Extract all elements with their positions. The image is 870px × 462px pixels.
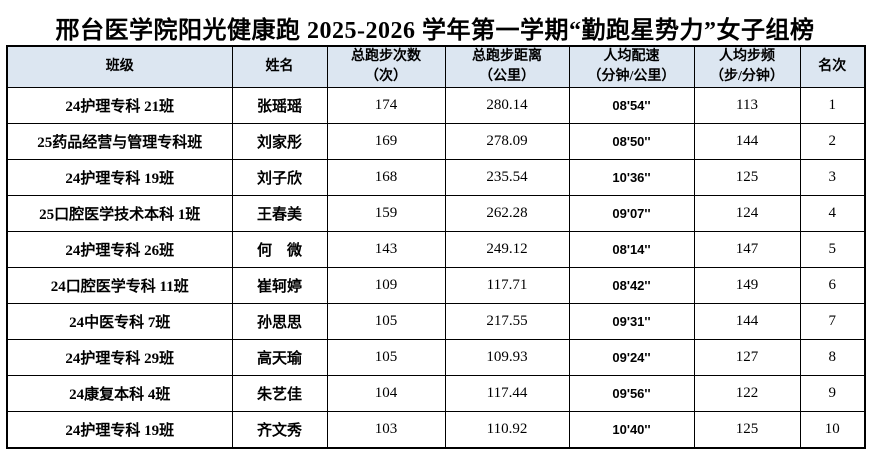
table-row: 24康复本科 4班 朱艺佳 104 117.44 09'56'' 122 9 [6,375,866,412]
cell-distance: 262.28 [444,195,570,232]
cell-cadence: 144 [693,303,801,340]
table-row: 24护理专科 29班 高天瑜 105 109.93 09'24'' 127 8 [6,339,866,376]
cell-pace: 09'56'' [568,375,695,412]
cell-rank: 5 [799,231,866,268]
column-header-class: 班级 [6,45,233,88]
column-header-name: 姓名 [231,45,328,88]
column-header-distance: 总跑步距离 （公里） [444,45,570,88]
cell-name: 朱艺佳 [231,375,328,412]
cell-name: 王春美 [231,195,328,232]
cell-distance: 109.93 [444,339,570,376]
cell-distance: 278.09 [444,123,570,160]
cell-rank: 3 [799,159,866,196]
cell-name: 张瑶瑶 [231,87,328,124]
cell-cadence: 122 [693,375,801,412]
cell-class_name: 24护理专科 21班 [6,87,233,124]
cell-class_name: 25口腔医学技术本科 1班 [6,195,233,232]
cell-distance: 217.55 [444,303,570,340]
table-row: 24护理专科 19班 刘子欣 168 235.54 10'36'' 125 3 [6,159,866,196]
table-row: 24护理专科 26班何 微 143 249.12 08'14'' 147 5 [6,231,866,268]
cell-pace: 09'07'' [568,195,695,232]
cell-class_name: 24护理专科 26班 [6,231,233,268]
column-header-cadence: 人均步频 （步/分钟） [693,45,801,88]
cell-runs: 105 [326,339,446,376]
cell-pace: 09'31'' [568,303,695,340]
cell-name: 齐文秀 [231,411,328,449]
cell-runs: 143 [326,231,446,268]
cell-cadence: 125 [693,411,801,449]
cell-distance: 280.14 [444,87,570,124]
cell-runs: 105 [326,303,446,340]
cell-cadence: 149 [693,267,801,304]
cell-pace: 08'50'' [568,123,695,160]
cell-runs: 169 [326,123,446,160]
cell-class_name: 25药品经营与管理专科班 [6,123,233,160]
cell-name: 刘家彤 [231,123,328,160]
cell-runs: 103 [326,411,446,449]
table-row: 24中医专科 7班 孙思思 105 217.55 09'31'' 144 7 [6,303,866,340]
table-row: 25药品经营与管理专科班 刘家彤 169 278.09 08'50'' 144 2 [6,123,866,160]
table-row: 24口腔医学专科 11班 崔轲婷 109 117.71 08'42'' 149 6 [6,267,866,304]
cell-distance: 249.12 [444,231,570,268]
cell-pace: 10'36'' [568,159,695,196]
cell-runs: 159 [326,195,446,232]
cell-class_name: 24护理专科 19班 [6,411,233,449]
cell-rank: 9 [799,375,866,412]
cell-runs: 104 [326,375,446,412]
cell-rank: 2 [799,123,866,160]
cell-pace: 08'42'' [568,267,695,304]
page-title: 邢台医学院阳光健康跑 2025-2026 学年第一学期“勤跑星势力”女子组榜 [55,18,815,44]
cell-distance: 235.54 [444,159,570,196]
cell-cadence: 127 [693,339,801,376]
cell-runs: 109 [326,267,446,304]
cell-name: 何 微 [231,231,328,268]
ranking-table: 班级 姓名 总跑步次数 （次） 总跑步距离 （公里） 人均配速 （分钟/公里） … [6,45,866,449]
cell-distance: 117.71 [444,267,570,304]
column-header-pace: 人均配速 （分钟/公里） [568,45,695,88]
cell-rank: 1 [799,87,866,124]
cell-rank: 7 [799,303,866,340]
table-header-row: 班级 姓名 总跑步次数 （次） 总跑步距离 （公里） 人均配速 （分钟/公里） … [6,45,866,88]
cell-rank: 4 [799,195,866,232]
cell-rank: 10 [799,411,866,449]
cell-name: 高天瑜 [231,339,328,376]
table-body: 24护理专科 21班 张瑶瑶 174 280.14 08'54'' 113 1 25药品经营与… [6,87,866,449]
cell-distance: 117.44 [444,375,570,412]
cell-name: 崔轲婷 [231,267,328,304]
cell-cadence: 147 [693,231,801,268]
cell-class_name: 24护理专科 19班 [6,159,233,196]
cell-rank: 6 [799,267,866,304]
cell-runs: 174 [326,87,446,124]
table-row: 25口腔医学技术本科 1班 王春美 159 262.28 09'07'' 124 4 [6,195,866,232]
table-row: 24护理专科 21班 张瑶瑶 174 280.14 08'54'' 113 1 [6,87,866,124]
cell-distance: 110.92 [444,411,570,449]
cell-name: 孙思思 [231,303,328,340]
cell-cadence: 125 [693,159,801,196]
cell-pace: 08'54'' [568,87,695,124]
cell-cadence: 113 [693,87,801,124]
cell-class_name: 24康复本科 4班 [6,375,233,412]
cell-class_name: 24护理专科 29班 [6,339,233,376]
column-header-runs: 总跑步次数 （次） [326,45,446,88]
cell-cadence: 144 [693,123,801,160]
cell-rank: 8 [799,339,866,376]
cell-pace: 09'24'' [568,339,695,376]
column-header-rank: 名次 [799,45,866,88]
cell-class_name: 24口腔医学专科 11班 [6,267,233,304]
cell-class_name: 24中医专科 7班 [6,303,233,340]
cell-name: 刘子欣 [231,159,328,196]
table-header: 班级 姓名 总跑步次数 （次） 总跑步距离 （公里） 人均配速 （分钟/公里） … [6,45,866,88]
cell-pace: 08'14'' [568,231,695,268]
cell-pace: 10'40'' [568,411,695,449]
cell-runs: 168 [326,159,446,196]
cell-cadence: 124 [693,195,801,232]
table-row: 24护理专科 19班 齐文秀 103 110.92 10'40'' 125 10 [6,411,866,449]
